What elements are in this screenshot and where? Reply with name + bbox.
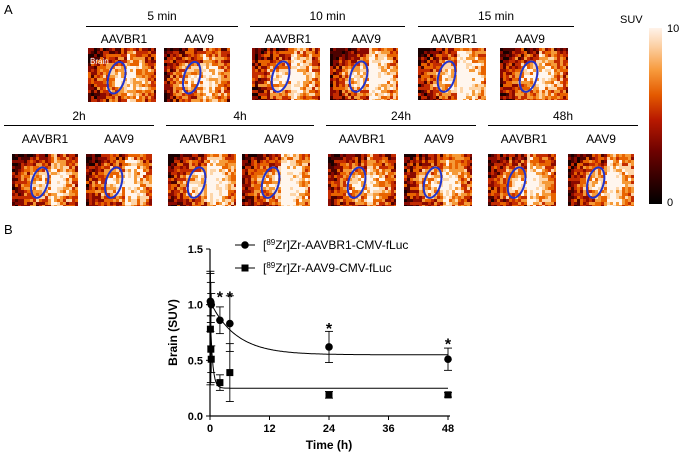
vector-label: AAVBR1 [338, 132, 386, 146]
pet-image [242, 154, 310, 206]
brain-roi-ellipse [518, 60, 539, 93]
pet-image [168, 154, 236, 206]
brain-roi-ellipse [586, 166, 606, 199]
vector-label: AAVBR1 [500, 132, 548, 146]
timepoint-line [488, 125, 638, 127]
legend-marker-square [241, 264, 249, 272]
colorbar [649, 28, 662, 204]
y-tick-label: 1.0 [188, 300, 203, 312]
vector-label: AAVBR1 [100, 32, 148, 46]
timepoint-label: 2h [72, 109, 86, 123]
vector-label: AAV9 [104, 132, 134, 146]
vector-label: AAV9 [351, 32, 381, 46]
vector-label: AAV9 [515, 32, 545, 46]
significance-marker: * [445, 336, 452, 353]
fit-curve-square [209, 304, 448, 389]
timepoint-label: 15 min [477, 9, 515, 23]
brain-roi-ellipse [422, 166, 443, 199]
x-tick-label: 36 [382, 423, 394, 435]
panel-a-letter: A [4, 2, 13, 17]
x-tick-label: 48 [442, 423, 454, 435]
data-point-circle [444, 355, 452, 364]
timepoint-label: 5 min [147, 9, 177, 23]
data-point-square [216, 379, 224, 387]
timepoint-label: 10 min [309, 9, 346, 23]
timepoint-label: 4h [233, 109, 247, 123]
vector-label: AAVBR1 [430, 32, 478, 46]
panel-b-letter: B [4, 222, 13, 237]
pet-image [418, 48, 486, 100]
colorbar-title: SUV [620, 14, 643, 26]
y-tick-label: 1.5 [188, 244, 203, 256]
legend-marker-circle [241, 241, 249, 249]
significance-marker: * [227, 290, 234, 307]
y-axis-title: Brain (SUV) [166, 299, 180, 366]
data-point-square [325, 391, 333, 399]
data-point-circle [226, 319, 234, 328]
brain-roi-ellipse [30, 166, 50, 199]
vector-label: AAVBR1 [21, 132, 69, 146]
legend-label: [89Zr]Zr-AAV9-CMV-fLuc [263, 261, 392, 276]
colorbar-max-label: 10 [667, 23, 680, 35]
timepoint-line [86, 26, 238, 28]
timepoint-label: 24h [390, 109, 412, 123]
brain-roi-ellipse [186, 166, 207, 199]
timepoint-line [166, 125, 314, 127]
timepoint-line [250, 26, 405, 28]
brain-roi-ellipse [260, 166, 281, 199]
pet-image [328, 154, 396, 206]
brain-roi-ellipse [181, 60, 202, 95]
brain-roi-ellipse [104, 166, 124, 199]
brain-roi-ellipse [506, 166, 527, 199]
pet-image [252, 48, 320, 100]
y-tick-label: 0.5 [188, 355, 203, 367]
x-tick-label: 0 [207, 423, 213, 435]
brain-roi-ellipse [348, 60, 369, 93]
data-point-square [226, 369, 234, 377]
pet-image [500, 48, 568, 100]
pet-image [330, 48, 398, 100]
brain-roi-ellipse [106, 60, 127, 95]
timepoint-label: 48h [552, 109, 574, 123]
x-tick-label: 24 [323, 423, 336, 435]
vector-label: AAV9 [184, 32, 214, 46]
data-point-circle [325, 343, 333, 351]
y-tick-label: 0.0 [188, 411, 203, 423]
significance-marker: * [326, 321, 333, 338]
pet-image [12, 154, 78, 206]
pet-image [86, 154, 152, 206]
vector-label: AAV9 [264, 132, 294, 146]
x-axis-title: Time (h) [306, 438, 352, 452]
brain-roi-ellipse [270, 60, 291, 93]
pet-image [88, 48, 156, 102]
brain-label: Brain [90, 57, 109, 66]
vector-label: AAVBR1 [264, 32, 312, 46]
brain-roi-ellipse [346, 166, 367, 199]
colorbar-min-label: 0 [667, 197, 674, 209]
pet-image [488, 154, 556, 206]
timepoint-line [326, 125, 476, 127]
time-activity-chart: 0 12 24 36 48 0.0 0.5 1.0 1.5 Time (h) Brain (SUV)… [166, 238, 454, 453]
vector-label: AAV9 [586, 132, 616, 146]
data-point-square [444, 391, 452, 399]
legend-label: [89Zr]Zr-AAVBR1-CMV-fLuc [263, 238, 408, 253]
data-point-circle [216, 316, 224, 325]
pet-image [568, 154, 634, 206]
x-tick-label: 12 [263, 423, 275, 435]
vector-label: AAVBR1 [179, 132, 227, 146]
significance-marker: * [217, 290, 224, 307]
timepoint-line [418, 26, 574, 28]
vector-label: AAV9 [424, 132, 454, 146]
data-point-circle [207, 300, 216, 309]
brain-roi-ellipse [436, 60, 457, 93]
pet-image [404, 154, 472, 206]
data-point-square [207, 355, 215, 363]
pet-image [164, 48, 230, 102]
timepoint-line [4, 125, 154, 127]
